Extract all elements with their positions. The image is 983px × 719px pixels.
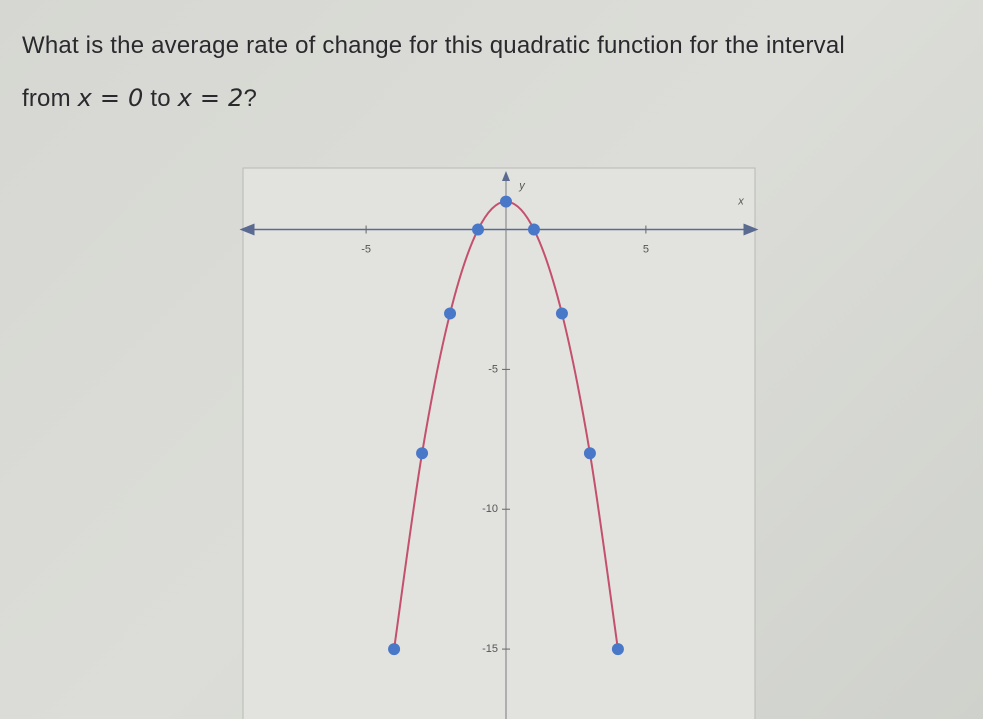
y-tick-label: -10 [482,503,498,515]
text: to [143,85,178,112]
y-tick-label: -15 [482,643,498,655]
point [611,643,624,656]
question-line: from x = 0 to x = 2? [22,84,257,113]
point [472,223,485,236]
math: x = 0 [77,84,144,112]
text: from [22,85,78,112]
point [555,307,568,320]
point [388,643,401,656]
x-tick-label: -5 [361,243,371,255]
y-tick-label: -5 [488,363,498,375]
x-tick-label: 5 [643,243,649,255]
graph-panel [242,167,756,719]
point [527,223,540,236]
point [499,195,512,208]
question-line: What is the average rate of change for t… [22,32,845,59]
x-axis-label: x [737,195,744,207]
y-axis-label: y [518,180,526,192]
point [416,447,429,460]
math: x = 2 [177,84,244,112]
point [444,307,457,320]
point [583,447,596,460]
text: ? [243,85,258,112]
